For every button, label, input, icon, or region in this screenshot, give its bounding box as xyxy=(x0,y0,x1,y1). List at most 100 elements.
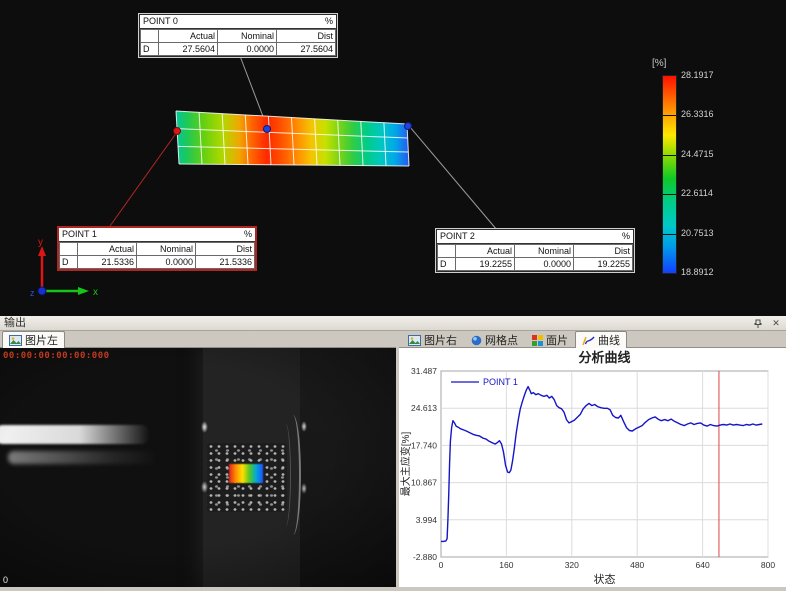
col-actual: Actual xyxy=(159,30,218,43)
image-icon xyxy=(408,335,421,346)
actual-value: 27.5604 xyxy=(159,43,218,56)
x-tick-label: 320 xyxy=(565,560,579,570)
tab-image-right-label: 图片右 xyxy=(424,332,457,348)
nominal-value: 0.0000 xyxy=(218,43,277,56)
camera-vignette xyxy=(0,348,396,587)
tab-image-left-label: 图片左 xyxy=(25,332,58,348)
tab-curve[interactable]: 曲线 xyxy=(575,331,627,348)
dist-value: 27.5604 xyxy=(277,43,336,56)
point2-annotation-table[interactable]: POINT 2 % Actual Nominal Dist D 19.2255 … xyxy=(436,229,634,272)
camera-frame-index: 0 xyxy=(3,575,8,585)
curve-icon xyxy=(582,335,595,346)
sphere-icon xyxy=(471,335,482,346)
application-window: y x z POINT 0 % Actual Nominal Dist D xyxy=(0,0,786,591)
table-data-row: D 21.5336 0.0000 21.5336 xyxy=(60,256,255,269)
3d-viewport[interactable]: y x z POINT 0 % Actual Nominal Dist D xyxy=(0,0,786,317)
colorbar-value-label: 26.3316 xyxy=(681,109,745,119)
table-data-row: D 19.2255 0.0000 19.2255 xyxy=(438,258,633,271)
point1-annotation-table[interactable]: POINT 1 % Actual Nominal Dist D 21.5336 … xyxy=(57,226,257,271)
table-data-row: D 27.5604 0.0000 27.5604 xyxy=(141,43,336,56)
table-header-row: Actual Nominal Dist xyxy=(438,245,633,258)
colorbar-value-label: 22.6114 xyxy=(681,188,745,198)
y-tick-label: 24.613 xyxy=(411,403,437,413)
colorbar-legend xyxy=(662,75,677,274)
analysis-curve-chart[interactable]: 0 160 320 480 640 800 31.487 24.613 17.740 10.867… xyxy=(399,348,786,587)
x-axis-label: 状态 xyxy=(594,572,616,586)
dist-value: 21.5336 xyxy=(196,256,255,269)
output-panel-titlebar[interactable]: 输出 ✕ xyxy=(0,316,786,331)
tab-image-right[interactable]: 图片右 xyxy=(401,331,464,348)
leader-line-point2 xyxy=(410,127,497,230)
camera-timestamp: 00:00:00:00:00:000 xyxy=(3,351,110,361)
y-tick-label: 31.487 xyxy=(411,366,437,376)
colorbar-tick xyxy=(663,155,676,156)
colorbar-tick xyxy=(663,194,676,195)
left-camera-image[interactable]: 00:00:00:00:00:000 0 xyxy=(0,348,396,587)
colorbar-value-label: 20.7513 xyxy=(681,228,745,238)
col-actual: Actual xyxy=(456,245,515,258)
close-icon[interactable]: ✕ xyxy=(770,318,782,330)
col-dist: Dist xyxy=(277,30,336,43)
y-tick-label: 10.867 xyxy=(411,478,437,488)
actual-value: 21.5336 xyxy=(78,256,137,269)
colorbar-value-label: 18.8912 xyxy=(681,267,745,277)
x-tick-label: 480 xyxy=(630,560,644,570)
x-tick-label: 0 xyxy=(439,560,444,570)
right-panel-tabstrip: 图片右 网格点 面片 曲线 xyxy=(399,331,786,348)
row-label: D xyxy=(438,258,456,271)
col-dist: Dist xyxy=(196,243,255,256)
point0-marker[interactable] xyxy=(264,126,271,133)
image-icon xyxy=(9,335,22,346)
point2-unit: % xyxy=(622,231,630,242)
col-actual: Actual xyxy=(78,243,137,256)
colorbar-value-label: 24.4715 xyxy=(681,149,745,159)
y-axis-label: 最大主应变[%] xyxy=(399,432,412,497)
tab-curve-label: 曲线 xyxy=(598,332,620,348)
point1-unit: % xyxy=(244,229,252,240)
y-axis-label: y xyxy=(38,237,43,248)
actual-value: 19.2255 xyxy=(456,258,515,271)
bottom-border-strip xyxy=(0,587,786,591)
y-tick-label: 3.994 xyxy=(416,515,438,525)
col-dist: Dist xyxy=(574,245,633,258)
point0-title: POINT 0 xyxy=(143,16,178,27)
tab-grid-points[interactable]: 网格点 xyxy=(464,331,525,348)
table-header-row: Actual Nominal Dist xyxy=(141,30,336,43)
x-tick-label: 800 xyxy=(761,560,775,570)
colorbar-tick xyxy=(663,115,676,116)
col-nominal: Nominal xyxy=(137,243,196,256)
nominal-value: 0.0000 xyxy=(137,256,196,269)
leader-line-point1 xyxy=(110,132,177,226)
table-header-row: Actual Nominal Dist xyxy=(60,243,255,256)
facet-grid-icon xyxy=(532,335,543,346)
point1-marker[interactable] xyxy=(174,128,181,135)
legend-label: POINT 1 xyxy=(483,377,518,387)
dist-value: 19.2255 xyxy=(574,258,633,271)
col-nominal: Nominal xyxy=(218,30,277,43)
nominal-value: 0.0000 xyxy=(515,258,574,271)
x-tick-label: 160 xyxy=(499,560,513,570)
colorbar-tick xyxy=(663,234,676,235)
tab-facets[interactable]: 面片 xyxy=(525,331,575,348)
y-tick-label: 17.740 xyxy=(411,440,437,450)
left-panel-tabstrip: 图片左 xyxy=(0,331,396,348)
col-nominal: Nominal xyxy=(515,245,574,258)
row-label: D xyxy=(60,256,78,269)
chart-canvas: 0 160 320 480 640 800 31.487 24.613 17.740 10.867… xyxy=(399,348,786,587)
z-axis-label: z xyxy=(30,288,35,298)
colorbar-unit-label: [%] xyxy=(652,58,666,69)
tab-image-left[interactable]: 图片左 xyxy=(2,331,65,348)
x-axis-label: x xyxy=(93,287,98,298)
point0-unit: % xyxy=(325,16,333,27)
row-label: D xyxy=(141,43,159,56)
x-tick-label: 640 xyxy=(696,560,710,570)
point1-title: POINT 1 xyxy=(62,229,97,240)
pin-icon[interactable] xyxy=(752,318,764,330)
tab-facets-label: 面片 xyxy=(546,332,568,348)
output-panel-title: 输出 xyxy=(4,317,26,329)
y-tick-label: -2.880 xyxy=(413,552,437,562)
point0-annotation-table[interactable]: POINT 0 % Actual Nominal Dist D 27.5604 … xyxy=(139,14,337,57)
point2-marker[interactable] xyxy=(405,123,412,130)
z-axis-origin xyxy=(38,287,46,295)
colorbar-value-label: 28.1917 xyxy=(681,70,745,80)
